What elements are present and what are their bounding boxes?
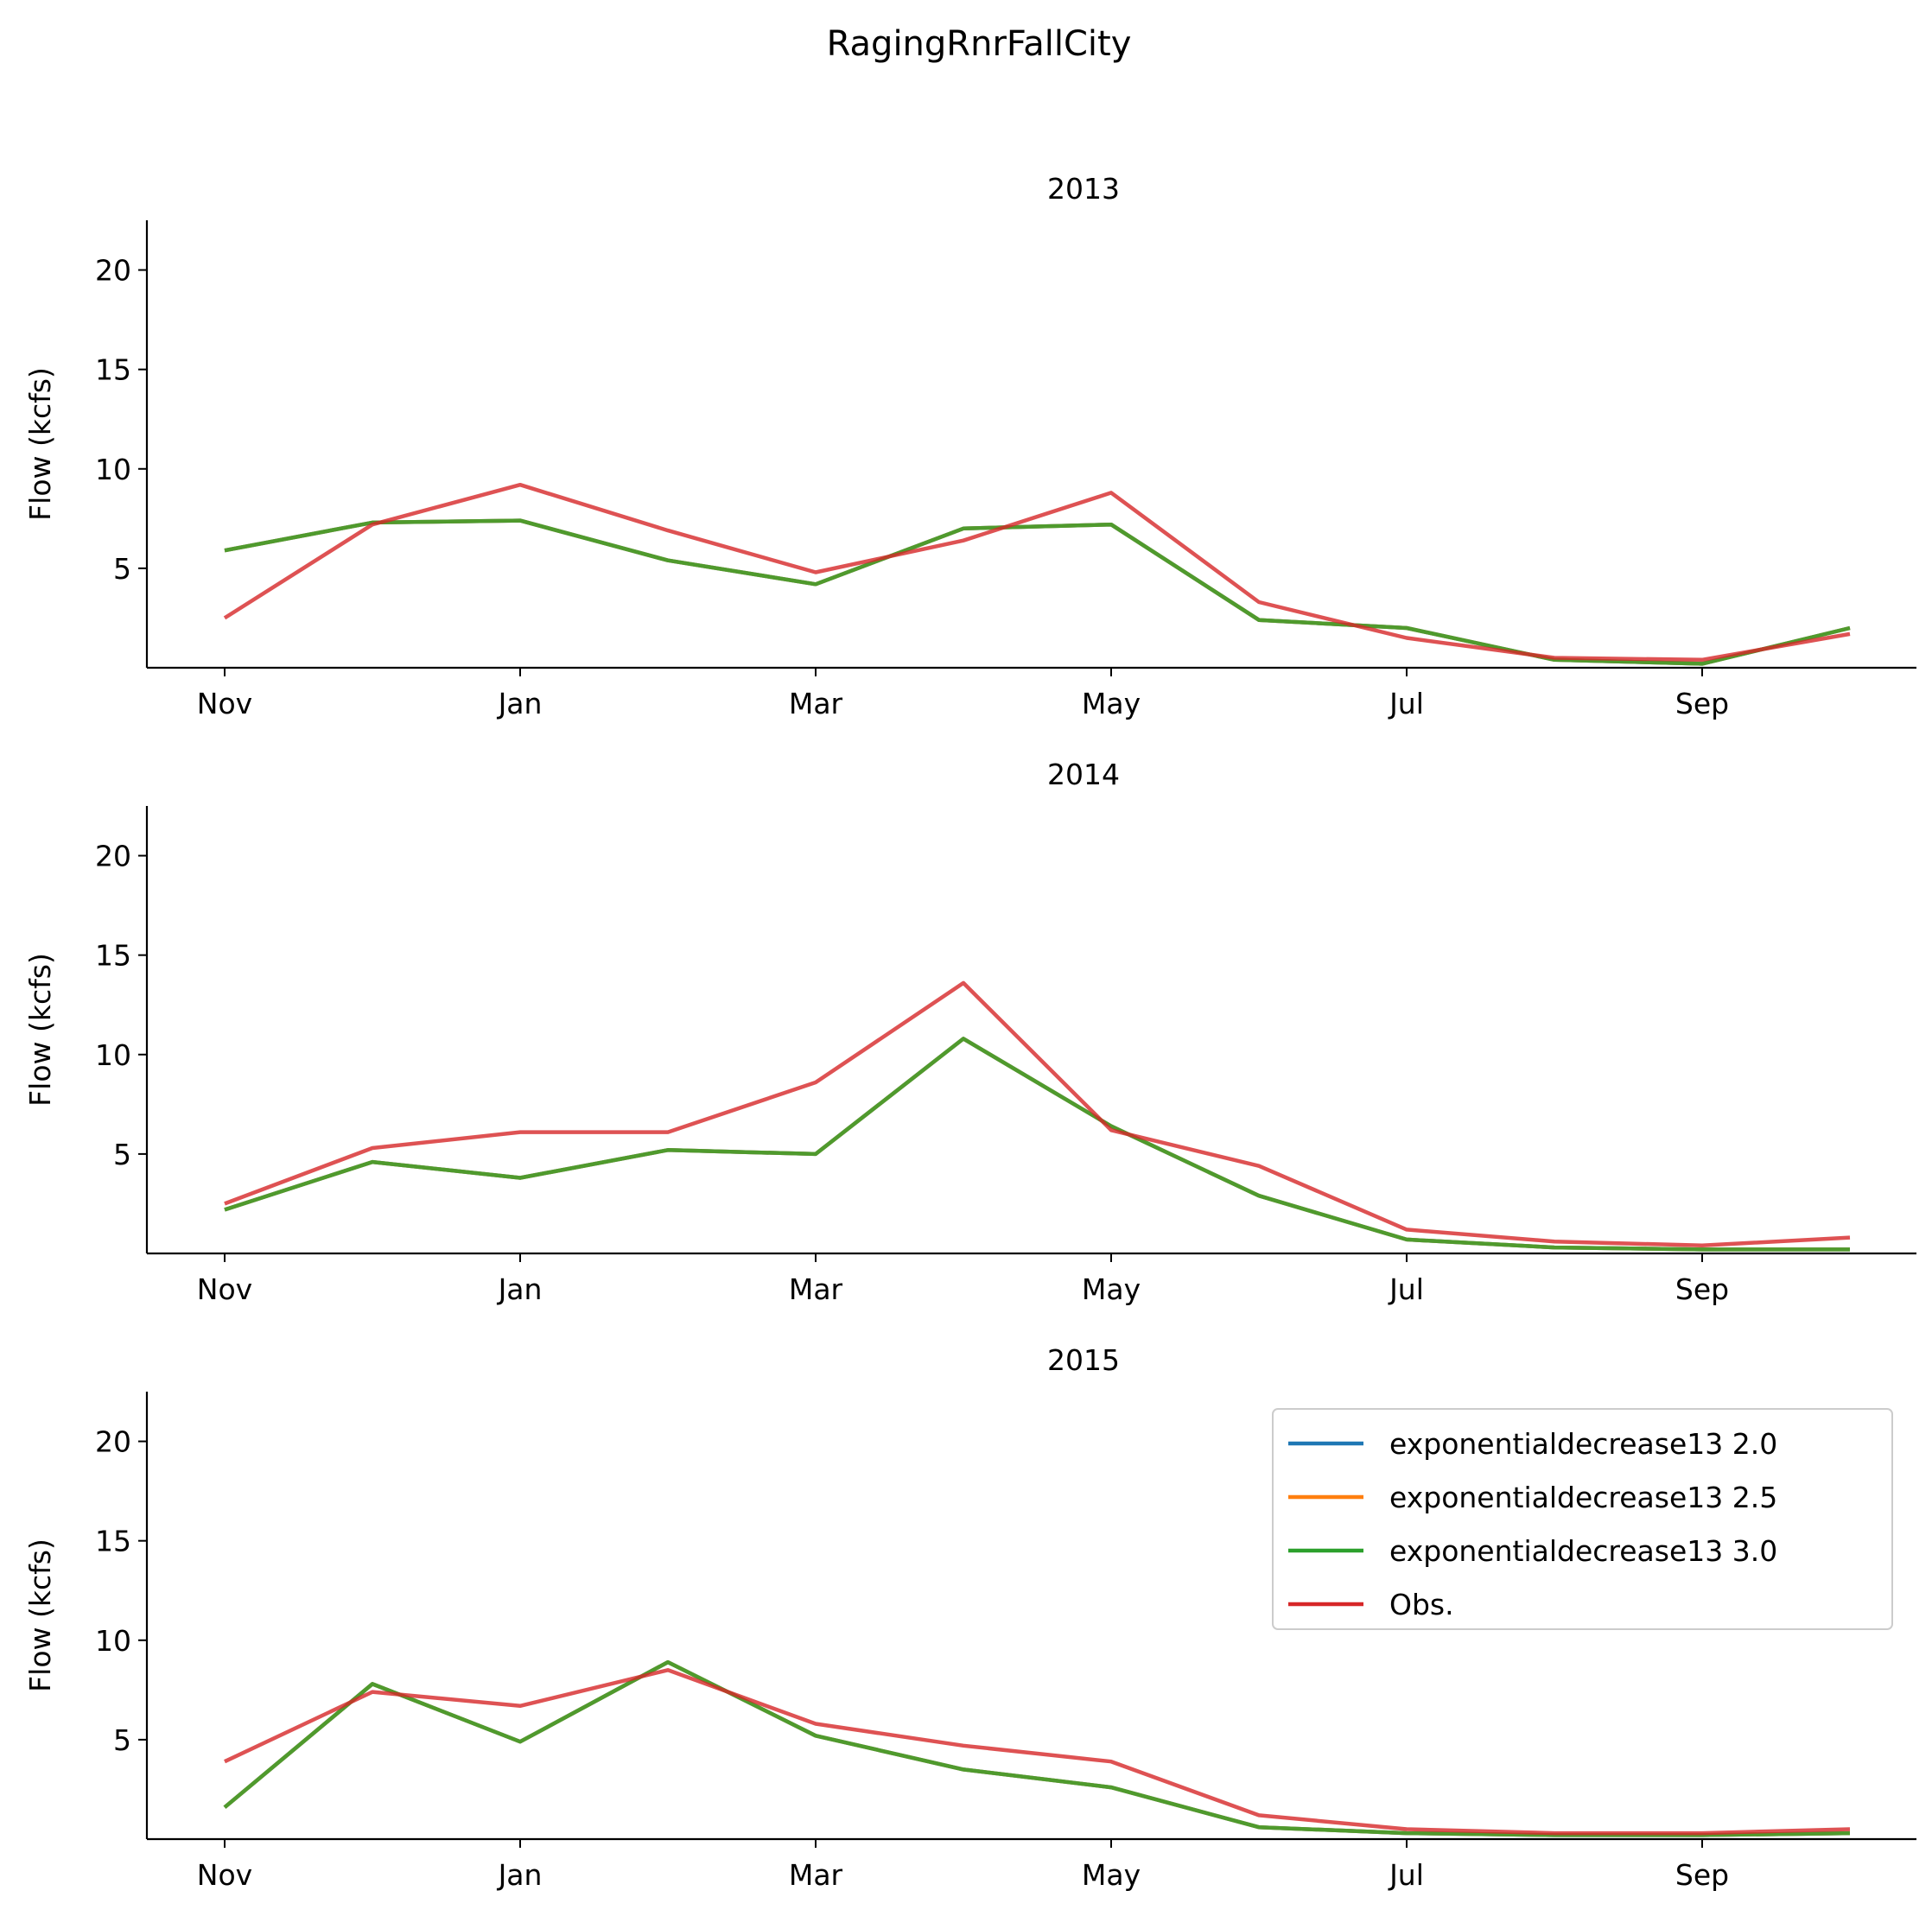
panel-2013: 2013 5 10 15 20 Nov Jan Mar May Jul Sep Flow (kcfs): [23, 172, 1916, 720]
series-line-exponentialdecrease13-2-0: [224, 1037, 1850, 1252]
panel-title: 2015: [1047, 1343, 1120, 1377]
panel-2014: 2014 5 10 15 20 Nov Jan Mar May Jul Sep Flow (kcfs): [23, 758, 1916, 1306]
legend-frame: [1272, 1408, 1893, 1630]
series-line-exponentialdecrease13-2-5: [224, 518, 1851, 666]
series-line-exponentialdecrease13-3-0: [224, 518, 1851, 666]
x-tick-label: May: [1082, 1272, 1141, 1306]
legend-label-exponentialdecrease13-2-5: exponentialdecrease13 2.5: [1389, 1481, 1777, 1514]
y-tick-label: 20: [95, 254, 131, 288]
series-line-exponentialdecrease13-2-5: [224, 1037, 1850, 1252]
series-line-obs: [224, 980, 1851, 1248]
legend: exponentialdecrease13 2.0 exponentialdecr…: [1272, 1408, 1893, 1630]
panel-title: 2013: [1047, 172, 1120, 206]
y-tick-label: 5: [113, 1723, 131, 1757]
series-line-exponentialdecrease13-3-0: [223, 1659, 1851, 1837]
x-tick-label: Sep: [1675, 1272, 1729, 1306]
x-tick-label: Sep: [1675, 687, 1729, 720]
panels-group: 2013 5 10 15 20 Nov Jan Mar May Jul Sep Flow (kcfs)…: [23, 172, 1916, 1892]
series-line-obs: [223, 482, 1851, 663]
panel-2015: 2015 5 10 15 20 Nov Jan Mar May Jul Sep Flow (kcfs)…: [23, 1343, 1916, 1892]
y-tick-label: 20: [95, 1425, 131, 1459]
y-tick-label: 20: [95, 840, 131, 873]
y-tick-label: 10: [95, 1624, 131, 1658]
series-line-exponentialdecrease13-2-5: [223, 1659, 1851, 1837]
x-tick-label: Jan: [497, 687, 543, 720]
x-tick-label: Jul: [1388, 1272, 1424, 1306]
y-tick-label: 10: [95, 1038, 131, 1072]
x-tick-label: May: [1082, 1858, 1141, 1892]
legend-label-exponentialdecrease13-2-0: exponentialdecrease13 2.0: [1389, 1427, 1777, 1461]
y-tick-label: 15: [95, 1525, 131, 1558]
x-tick-label: Nov: [197, 1858, 252, 1892]
y-tick-label: 5: [113, 552, 131, 586]
y-tick-label: 5: [113, 1138, 131, 1171]
x-tick-label: Mar: [789, 1858, 843, 1892]
x-tick-label: Mar: [789, 1272, 843, 1306]
x-tick-label: May: [1082, 687, 1141, 720]
x-tick-label: Jul: [1388, 1858, 1424, 1892]
x-tick-label: Sep: [1675, 1858, 1729, 1892]
y-axis-label: Flow (kcfs): [23, 1539, 57, 1692]
y-tick-label: 15: [95, 939, 131, 973]
y-tick-label: 15: [95, 353, 131, 387]
legend-label-obs: Obs.: [1389, 1588, 1454, 1621]
x-tick-label: Jul: [1388, 687, 1424, 720]
series-line-exponentialdecrease13-2-0: [224, 518, 1851, 666]
x-tick-label: Mar: [789, 687, 843, 720]
y-tick-label: 10: [95, 453, 131, 486]
x-tick-label: Jan: [497, 1272, 543, 1306]
panel-title: 2014: [1047, 758, 1120, 791]
y-axis-label: Flow (kcfs): [23, 367, 57, 521]
x-tick-label: Jan: [497, 1858, 543, 1892]
series-line-obs: [224, 1668, 1851, 1836]
series-line-exponentialdecrease13-3-0: [224, 1037, 1850, 1252]
x-tick-label: Nov: [197, 1272, 252, 1306]
series-line-exponentialdecrease13-2-0: [223, 1659, 1851, 1837]
figure-title: RagingRnrFallCity: [827, 24, 1132, 64]
legend-label-exponentialdecrease13-3-0: exponentialdecrease13 3.0: [1389, 1534, 1777, 1568]
y-axis-label: Flow (kcfs): [23, 953, 57, 1107]
x-tick-label: Nov: [197, 687, 252, 720]
